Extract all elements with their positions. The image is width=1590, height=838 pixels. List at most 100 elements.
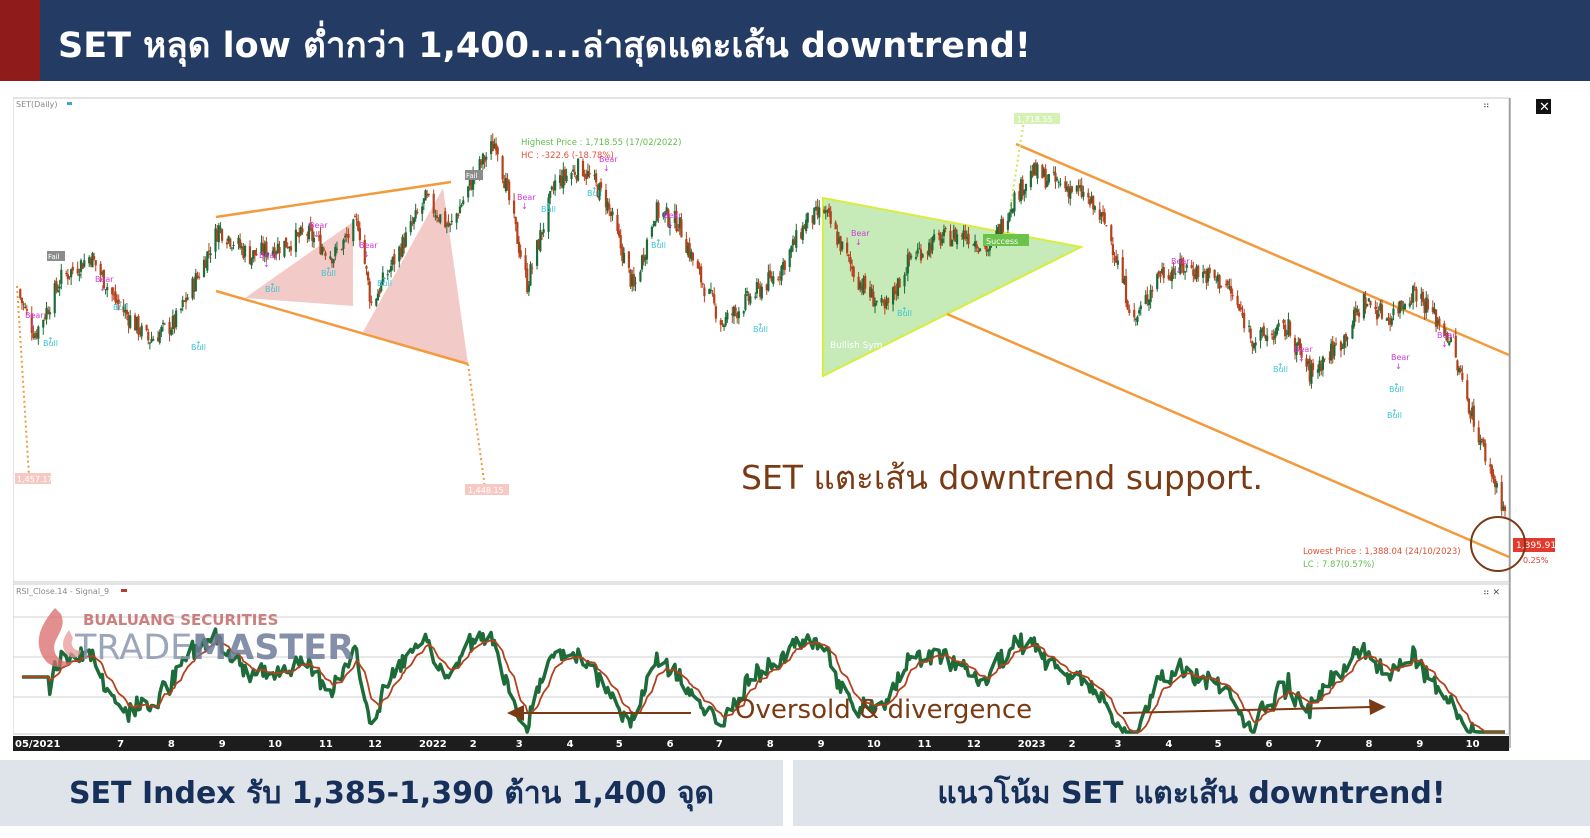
candle-body xyxy=(524,255,527,271)
candle-body xyxy=(1075,185,1078,192)
candle-body xyxy=(48,312,51,315)
candle-body xyxy=(309,222,312,230)
chart-panel: 1,457.17 1,448.15 1,718.55 Success Fail … xyxy=(13,96,1555,751)
candle-body xyxy=(363,240,366,264)
candle-body xyxy=(1446,332,1449,342)
candle-body xyxy=(271,250,275,256)
candle-body xyxy=(398,246,401,262)
candle-body xyxy=(444,211,447,227)
candle-body xyxy=(570,172,573,180)
candle-body xyxy=(542,229,545,233)
candle-body xyxy=(806,212,809,223)
candle-body xyxy=(225,242,229,245)
candle-body xyxy=(554,180,557,191)
candle-body xyxy=(345,234,348,237)
candle-body xyxy=(868,286,872,298)
candle-body xyxy=(1346,337,1349,339)
candle-body xyxy=(575,176,578,180)
candle-body xyxy=(1034,162,1037,176)
candle-body xyxy=(931,237,934,251)
candle-body xyxy=(550,186,553,190)
candle-body xyxy=(321,246,324,255)
candle-body xyxy=(115,300,119,303)
rsi-expand-icon[interactable]: ⠶ ✕ xyxy=(1483,588,1500,598)
bull-marker: Bull xyxy=(1387,411,1402,420)
candle-body xyxy=(1307,361,1310,364)
candle-body xyxy=(301,228,304,233)
candle-body xyxy=(1159,275,1162,277)
candle-body xyxy=(939,233,942,246)
candle-body xyxy=(1480,438,1484,440)
candle-body xyxy=(639,271,642,282)
bear-marker: Bear xyxy=(517,193,536,202)
candle-body xyxy=(1297,341,1300,346)
candle-body xyxy=(1103,212,1106,224)
candle-body xyxy=(732,306,736,317)
candle-body xyxy=(1357,312,1361,317)
candle-body xyxy=(1069,188,1072,199)
candle-body xyxy=(152,338,155,341)
last-pct-text: 0.25% xyxy=(1523,556,1549,565)
candle-body xyxy=(527,285,530,292)
candle-body xyxy=(78,274,81,276)
candle-body xyxy=(852,266,855,278)
candle-body xyxy=(793,239,796,245)
candle-body xyxy=(713,294,716,304)
candle-body xyxy=(634,282,637,284)
bullish-label: Bullish Sym xyxy=(830,341,882,351)
candle-body xyxy=(196,275,199,277)
candle-body xyxy=(393,254,396,265)
candle-body xyxy=(414,210,417,219)
candle-body xyxy=(1116,260,1119,265)
candle-body xyxy=(1092,195,1095,210)
candle-body xyxy=(194,273,197,292)
candle-body xyxy=(1438,318,1441,325)
candle-body xyxy=(1174,273,1177,275)
close-box[interactable] xyxy=(1536,99,1551,114)
candle-body xyxy=(516,222,519,244)
candle-body xyxy=(1308,358,1311,382)
projection-mid xyxy=(467,363,486,489)
logo-flame-inner xyxy=(63,630,81,658)
candle-body xyxy=(875,300,878,303)
candle-body xyxy=(1369,301,1372,306)
candle-body xyxy=(978,248,982,251)
candle-body xyxy=(954,228,957,242)
candle-body xyxy=(1098,209,1101,220)
time-axis-tick: 9 xyxy=(818,739,825,750)
candle-body xyxy=(826,210,829,212)
candle-body xyxy=(654,221,657,227)
bear-marker: Bear xyxy=(1171,257,1190,266)
right-dark-strip xyxy=(1511,98,1555,751)
candle-body xyxy=(1023,190,1026,195)
candle-body xyxy=(1046,181,1049,187)
candle-body xyxy=(334,246,337,257)
candle-body xyxy=(1202,271,1205,278)
candle-body xyxy=(690,251,693,260)
candle-body xyxy=(1285,332,1288,334)
rsi-arrow-right-head xyxy=(1369,699,1386,715)
candle-body xyxy=(783,260,786,270)
candle-body xyxy=(378,290,381,294)
candle-body xyxy=(1266,335,1269,342)
candle-body xyxy=(1078,185,1082,188)
candle-body xyxy=(1195,266,1198,280)
candle-body xyxy=(859,282,862,289)
candle-body xyxy=(599,182,603,188)
candle-body xyxy=(896,278,900,296)
candle-body xyxy=(754,296,757,298)
candle-body xyxy=(967,233,970,244)
candle-body xyxy=(163,323,166,325)
candle-body xyxy=(206,251,209,271)
candle-body xyxy=(576,158,580,181)
candle-body xyxy=(445,224,448,226)
close-icon[interactable]: ✕ xyxy=(1539,100,1550,115)
expand-icon[interactable]: ⠶ xyxy=(1483,101,1490,111)
tradermaster-logo: BUALUANG SECURITIES TRADEMASTER xyxy=(31,604,361,678)
candle-body xyxy=(1434,309,1438,327)
candle-body xyxy=(1402,306,1405,310)
candle-body xyxy=(745,291,749,294)
candle-body xyxy=(839,236,842,252)
candle-body xyxy=(424,190,427,201)
candle-body xyxy=(91,253,94,268)
